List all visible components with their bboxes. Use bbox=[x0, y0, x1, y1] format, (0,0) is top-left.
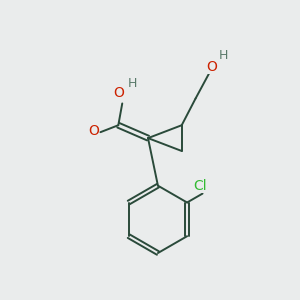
Text: H: H bbox=[128, 77, 137, 90]
Text: O: O bbox=[113, 85, 124, 100]
Text: H: H bbox=[219, 50, 228, 62]
Text: O: O bbox=[206, 60, 217, 74]
Text: Cl: Cl bbox=[193, 179, 206, 193]
Text: O: O bbox=[88, 124, 99, 138]
